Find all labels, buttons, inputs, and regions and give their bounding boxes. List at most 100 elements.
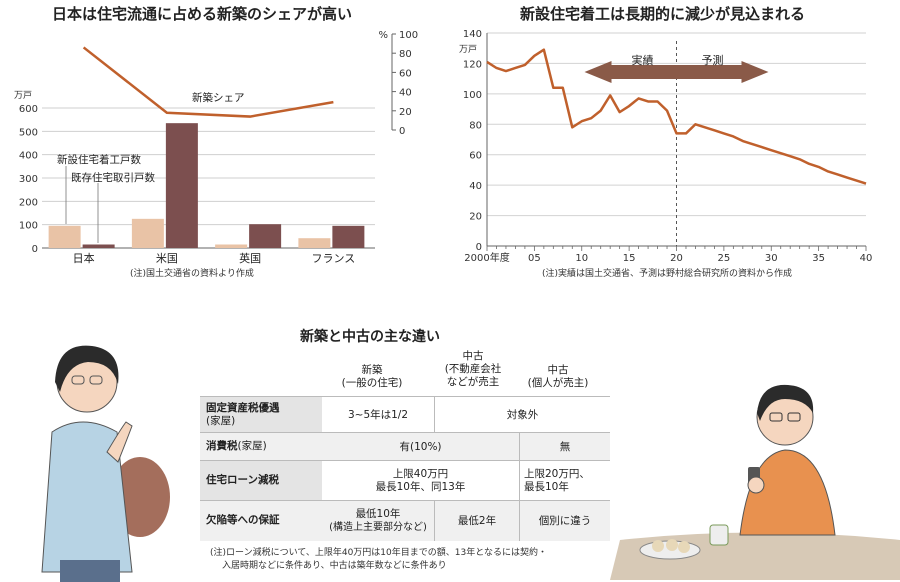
table-title: 新築と中古の主な違い: [300, 329, 440, 345]
man-glasses-left: [769, 412, 783, 422]
cell-loan-individual-l1: 上限20万円、: [524, 467, 590, 480]
chart1-y-tick: 500: [19, 127, 38, 138]
chart2-x-tick: 2000年度: [464, 251, 509, 264]
col-head-used-company-l3: などが売主: [446, 376, 500, 388]
col-head-used-company-l1: 中古: [462, 350, 484, 362]
col-head-used-individual-l1: 中古: [547, 364, 569, 376]
woman-illustration: [41, 345, 170, 582]
cell-loan-individual-l2: 最長10年: [524, 480, 569, 493]
chart2-x-tick: 15: [623, 253, 636, 264]
woman-body: [41, 421, 133, 573]
chart1-note: (注)国土交通省の資料より作成: [130, 269, 254, 279]
table-row: 固定資産税優遇 (家屋) 3~5年は1/2 対象外: [200, 396, 610, 433]
cell-property-tax-used: 対象外: [434, 396, 610, 433]
cell-warranty-new: 最低10年 (構造上主要部分など): [322, 500, 435, 541]
table-row: 欠陥等への保証 最低10年 (構造上主要部分など) 最低2年 個別に違う: [200, 500, 610, 541]
chart2-y-tick: 20: [469, 212, 482, 223]
table-note-line2: 入居時期などに条件あり、中古は築年数などに条件あり: [222, 561, 447, 571]
chart2-x-tick: 25: [718, 253, 731, 264]
cell-warranty-individual: 個別に違う: [519, 500, 610, 541]
chart1-right-tick: 80: [399, 49, 412, 60]
col-head-used-individual: 中古 (個人が売主): [510, 364, 606, 390]
chart1-series-label: 新設住宅着工戸数: [57, 153, 141, 166]
chart1-y-tick: 600: [19, 104, 38, 115]
chart1-y-tick: 200: [19, 197, 38, 208]
chart1-share-label: 新築シェア: [192, 91, 245, 104]
chart2-forecast-arrow: [676, 61, 769, 83]
row-label-consumption-tax-main: 消費税: [206, 440, 238, 452]
chart1-bar-new-construction: [48, 225, 81, 248]
cell-loan-individual: 上限20万円、 最長10年: [519, 460, 610, 501]
col-head-new: 新築 (一般の住宅): [322, 364, 422, 390]
chart1-x-tick: 米国: [156, 252, 178, 265]
cell-property-tax-new: 3~5年は1/2: [322, 396, 435, 433]
col-head-used-company-l2: (不動産会社: [444, 363, 502, 375]
chart2-title: 新設住宅着工は長期的に減少が見込まれる: [520, 5, 806, 23]
chart1-share-line: [82, 46, 334, 118]
chart1-right-tick: 20: [399, 107, 412, 118]
chart2-x-tick: 40: [860, 253, 873, 264]
chart1-title: 日本は住宅流通に占める新築のシェアが高い: [52, 5, 353, 23]
man-hand: [747, 476, 765, 494]
chart2-actual-arrow: [584, 61, 677, 83]
chart1-y-tick: 0: [32, 244, 38, 255]
chart1-right-unit: %: [378, 30, 388, 41]
table-row: 住宅ローン減税 上限40万円 最長10年、同13年 上限20万円、 最長10年: [200, 460, 610, 501]
row-label-property-tax-main: 固定資産税優遇: [206, 401, 280, 414]
dumpling-2: [666, 539, 678, 551]
woman-hair: [55, 345, 119, 392]
man-body: [739, 449, 836, 536]
chart1-bar-new-construction: [298, 238, 331, 248]
chart1-bar-new-construction: [215, 244, 248, 248]
chart1-bar-existing: [249, 224, 282, 248]
chart1-x-tick: フランス: [311, 252, 355, 265]
chart2-y-tick: 80: [469, 120, 482, 131]
chart2-x-tick: 35: [812, 253, 825, 264]
chart2-y-tick: 40: [469, 181, 482, 192]
table-note-line1: (注)ローン減税について、上限年40万円は10年目までの額、13年となるには契約…: [210, 548, 547, 558]
chart1-right-tick: 60: [399, 68, 412, 79]
chart1-x-tick: 日本: [73, 251, 95, 265]
cell-warranty-new-l1: 最低10年: [355, 507, 401, 520]
man-hair: [757, 384, 814, 421]
chart1-y-tick: 100: [19, 221, 38, 232]
col-head-used-company: 中古 (不動産会社 などが売主: [428, 350, 518, 389]
chart2-x-tick: 05: [528, 253, 541, 264]
cell-warranty-new-l2: (構造上主要部分など): [329, 521, 427, 533]
chart1-y-tick: 400: [19, 151, 38, 162]
cell-loan-new-company-l1: 上限40万円: [392, 467, 449, 480]
chart2-y-tick: 120: [463, 59, 482, 70]
cell-warranty-company: 最低2年: [434, 500, 520, 541]
chart1-bar-new-construction: [131, 218, 164, 248]
woman-glasses-right: [89, 375, 103, 385]
woman-jeans: [60, 560, 120, 582]
row-label-property-tax-sub: (家屋): [206, 414, 236, 427]
woman-glasses-left: [71, 375, 85, 385]
chart1-right-tick: 100: [399, 30, 418, 41]
chart2-y-tick: 100: [463, 90, 482, 101]
chart1-y-tick: 300: [19, 174, 38, 185]
chart2-x-tick: 10: [575, 253, 588, 264]
chart2-y-tick: 140: [463, 29, 482, 40]
chart2-housing-starts-line: [486, 48, 867, 185]
chart2-y-tick: 0: [476, 242, 482, 253]
cup-shape: [709, 524, 729, 546]
row-label-consumption-tax: 消費税(家屋): [200, 432, 322, 461]
cell-consumption-tax-individual: 無: [519, 432, 610, 461]
chart1-series-label: 既存住宅取引戸数: [71, 171, 155, 184]
row-label-consumption-tax-sub: (家屋): [237, 440, 267, 452]
man-glasses-right: [787, 412, 801, 422]
dumpling-1: [652, 540, 664, 552]
chart2-x-tick: 20: [670, 253, 683, 264]
row-label-property-tax: 固定資産税優遇 (家屋): [200, 396, 322, 433]
dumpling-3: [678, 541, 690, 553]
chart1-right-tick: 0: [399, 126, 405, 137]
chart1-bar-existing: [332, 225, 365, 248]
chart2-forecast-label: 予測: [702, 53, 724, 67]
chart1-x-tick: 英国: [239, 251, 261, 265]
chart2-x-tick: 30: [765, 253, 778, 264]
chart1-right-tick: 40: [399, 88, 412, 99]
col-head-new-l2: (一般の住宅): [341, 377, 403, 389]
col-head-used-individual-l2: (個人が売主): [527, 377, 589, 389]
comparison-table: 固定資産税優遇 (家屋) 3~5年は1/2 対象外 消費税(家屋) 有(10%) …: [200, 396, 610, 541]
